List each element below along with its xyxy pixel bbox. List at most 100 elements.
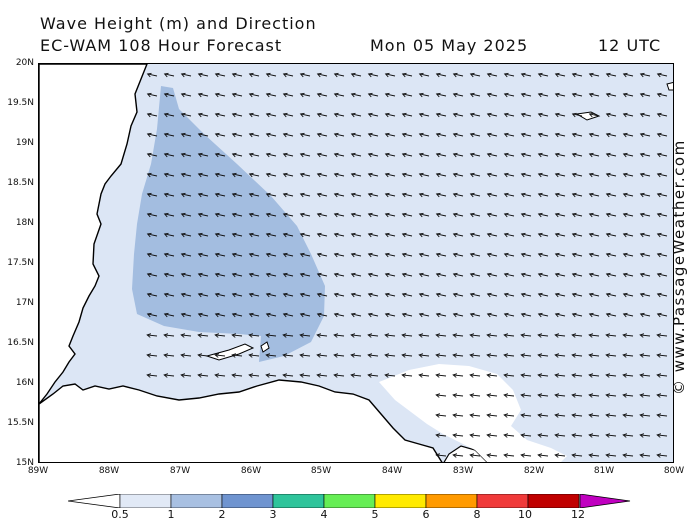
wave-arrow-head (571, 413, 577, 418)
wave-arrow-head (486, 413, 492, 418)
wave-arrow-head (350, 252, 356, 258)
wave-arrow (232, 73, 243, 77)
wave-arrow-head (656, 212, 662, 218)
colorbar-label: 10 (518, 508, 532, 521)
wave-arrow (300, 233, 311, 237)
wave-arrow (589, 113, 600, 117)
wave-arrow (572, 454, 583, 457)
wave-arrow-head (571, 373, 577, 378)
wave-arrow (504, 334, 515, 337)
wave-arrow (453, 253, 464, 257)
wave-arrow-head (486, 172, 492, 178)
wave-arrow (623, 334, 634, 337)
wave-arrow-head (588, 333, 594, 338)
wave-arrow-head (282, 373, 288, 378)
wave-arrow-head (163, 172, 169, 178)
wave-arrow (453, 93, 464, 97)
wave-arrow (249, 193, 260, 197)
wave-arrow (385, 253, 396, 257)
wave-arrow-head (537, 433, 543, 438)
wave-arrow (487, 193, 498, 197)
wave-arrow-head (605, 333, 611, 338)
wave-arrow-head (180, 172, 186, 178)
wave-arrow-head (333, 252, 339, 258)
wave-arrow (402, 153, 413, 157)
wave-arrow-head (248, 152, 254, 158)
wave-arrow-head (656, 292, 662, 298)
lon-label: 85W (310, 466, 332, 476)
wave-arrow (419, 73, 430, 77)
wave-arrow (436, 113, 447, 117)
wave-arrow (300, 93, 311, 97)
wave-arrow (504, 354, 515, 357)
wave-arrow (317, 374, 328, 377)
wave-arrow-head (299, 333, 305, 338)
wave-arrow (521, 253, 532, 257)
wave-arrow (538, 354, 549, 357)
wave-arrow-head (452, 112, 458, 118)
wave-arrow-head (571, 112, 577, 118)
wave-arrow-head (554, 212, 560, 218)
wave-arrow (368, 354, 379, 357)
wave-arrow-head (435, 92, 441, 98)
wave-arrow-head (418, 292, 424, 298)
wave-arrow (215, 73, 226, 77)
wave-arrow-head (316, 92, 322, 98)
wave-arrow (470, 213, 481, 217)
wave-arrow (657, 173, 668, 177)
wave-arrow-head (333, 312, 339, 318)
wave-arrow-head (486, 312, 492, 318)
wave-arrow (419, 193, 430, 197)
wave-arrow (164, 273, 175, 277)
wave-arrow-head (486, 152, 492, 158)
wave-arrow-head (231, 192, 237, 198)
wave-arrow (198, 153, 209, 157)
wave-arrow (453, 153, 464, 157)
wave-arrow (164, 213, 175, 217)
wave-arrow (657, 233, 668, 237)
wave-arrow (436, 374, 447, 377)
wave-arrow-head (350, 132, 356, 138)
wave-arrow-head (469, 212, 475, 218)
wave-arrow (266, 73, 277, 77)
wave-arrow-head (520, 192, 526, 198)
wave-arrow-head (350, 192, 356, 198)
wave-arrow-head (384, 112, 390, 118)
wave-arrow (283, 334, 294, 337)
wave-arrow-head (605, 292, 611, 298)
wave-arrow-head (214, 212, 220, 218)
wave-arrow-head (537, 212, 543, 218)
wave-arrow (266, 293, 277, 297)
wave-arrow (657, 354, 668, 357)
wave-arrow (181, 354, 192, 357)
wave-arrow-head (333, 132, 339, 138)
wave-arrow (402, 213, 413, 217)
wave-arrow-head (350, 292, 356, 298)
wave-arrow-head (571, 132, 577, 138)
wave-arrow (555, 334, 566, 337)
wave-arrow-head (214, 232, 220, 238)
wave-arrow (317, 233, 328, 237)
wave-arrow (232, 213, 243, 217)
wave-arrow (640, 334, 651, 337)
wave-arrow (572, 93, 583, 97)
wave-arrow (385, 374, 396, 377)
island-small (260, 341, 270, 353)
wave-arrow (402, 253, 413, 257)
wave-arrow-head (401, 232, 407, 238)
wave-arrow (623, 394, 634, 397)
wave-arrow-head (367, 232, 373, 238)
wave-arrow-head (605, 172, 611, 178)
wave-arrow (521, 193, 532, 197)
wave-arrow-head (265, 152, 271, 158)
wave-arrow-head (469, 453, 475, 458)
wave-arrow (487, 133, 498, 137)
wave-arrow-head (537, 132, 543, 138)
wave-arrow (504, 313, 515, 317)
wave-arrow-head (639, 252, 645, 258)
wave-arrow-head (520, 453, 526, 458)
wave-arrow-head (588, 92, 594, 98)
wave-arrow (147, 273, 158, 277)
wave-arrow-head (452, 373, 458, 378)
wave-arrow (232, 173, 243, 177)
